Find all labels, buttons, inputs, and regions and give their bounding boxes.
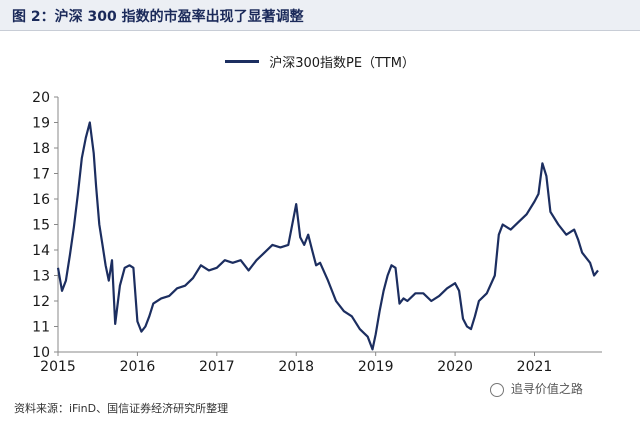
y-tick-label: 19 xyxy=(32,116,50,132)
y-tick-label: 12 xyxy=(32,294,50,310)
figure-title-bar: 图 2：沪深 300 指数的市盈率出现了显著调整 xyxy=(0,0,640,31)
x-tick-label: 2018 xyxy=(278,359,314,375)
legend-swatch xyxy=(225,60,260,63)
y-tick-label: 16 xyxy=(32,192,50,208)
y-tick-label: 18 xyxy=(32,141,50,157)
x-tick-label: 2019 xyxy=(358,359,394,375)
y-tick-label: 13 xyxy=(32,269,50,285)
source-note: 资料来源：iFinD、国信证券经济研究所整理 xyxy=(14,402,229,415)
figure-title: 图 2：沪深 300 指数的市盈率出现了显著调整 xyxy=(12,9,304,25)
y-tick-label: 10 xyxy=(32,345,50,361)
x-tick-label: 2015 xyxy=(40,359,76,375)
y-tick-label: 11 xyxy=(32,320,50,336)
y-tick-label: 14 xyxy=(32,243,50,259)
x-tick-label: 2016 xyxy=(120,359,156,375)
watermark-text: 追寻价值之路 xyxy=(510,382,583,396)
y-tick-label: 15 xyxy=(32,218,50,234)
pe-series-line xyxy=(56,121,599,351)
x-tick-label: 2021 xyxy=(517,359,553,375)
chart-legend: 沪深300指数PE（TTM） xyxy=(0,52,640,71)
y-tick-label: 20 xyxy=(32,90,50,106)
x-tick-label: 2017 xyxy=(199,359,235,375)
watermark: 追寻价值之路 xyxy=(490,380,583,397)
wechat-icon xyxy=(490,382,504,397)
y-tick-label: 17 xyxy=(32,167,50,183)
x-tick-label: 2020 xyxy=(437,359,473,375)
legend-label: 沪深300指数PE（TTM） xyxy=(269,56,415,71)
